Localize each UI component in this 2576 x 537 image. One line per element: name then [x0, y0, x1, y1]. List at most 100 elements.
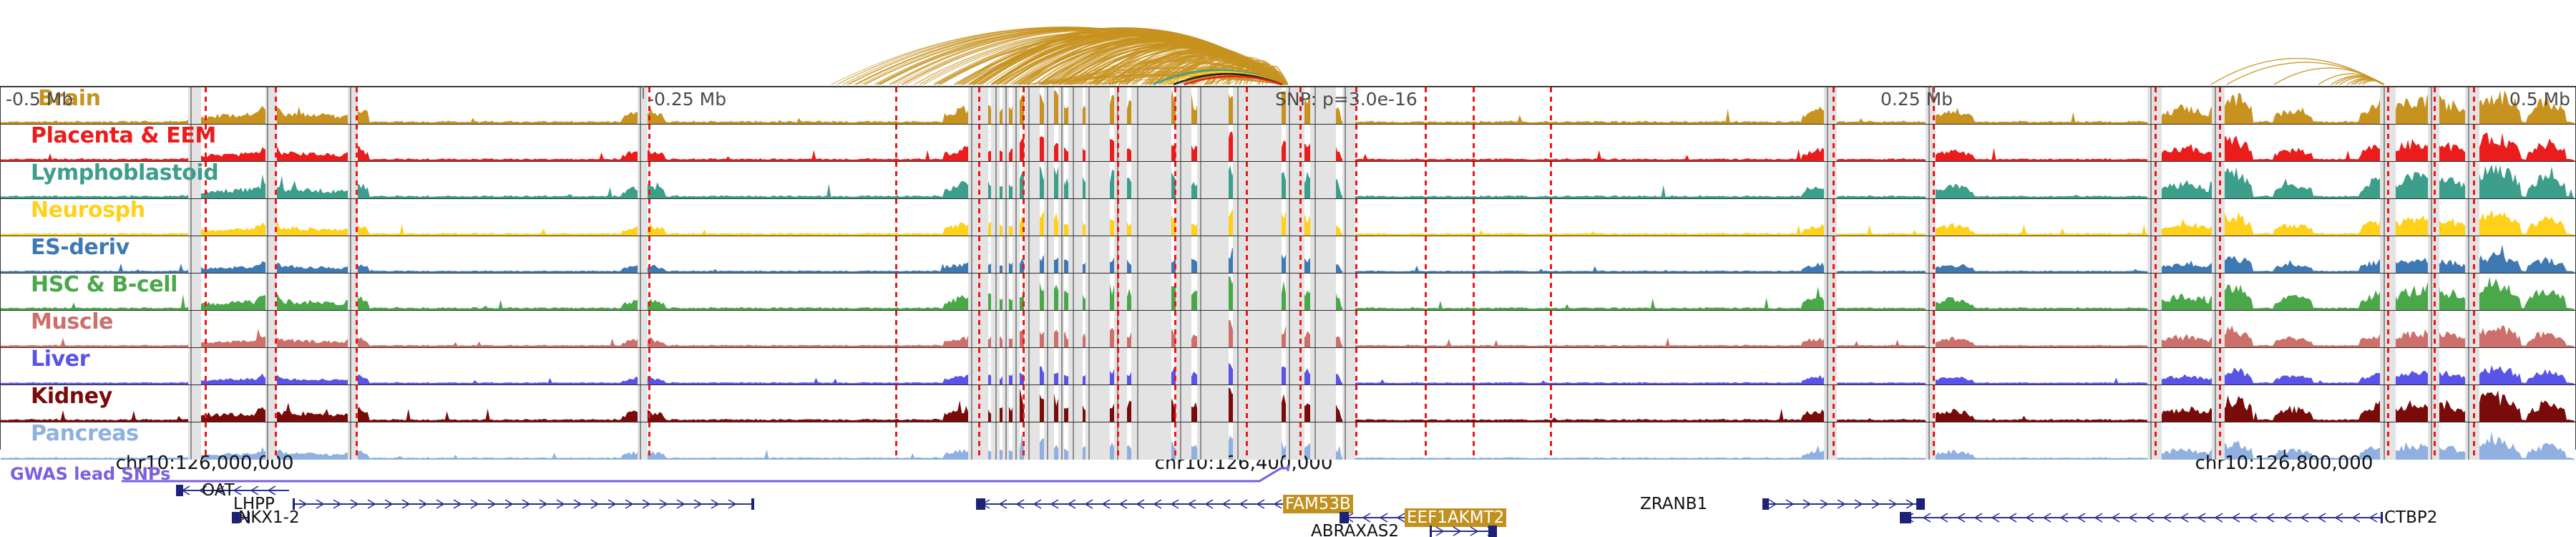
gene-label-fam53b[interactable]: FAM53B [1283, 495, 1353, 513]
gwas-snp-marker-line [205, 125, 207, 161]
gene-exon [976, 498, 985, 510]
grey-guide-line [1180, 236, 1181, 273]
gene-label-eef1akmt2[interactable]: EEF1AKMT2 [1405, 508, 1507, 527]
grey-guide-line [1028, 236, 1030, 273]
gene-exon [1900, 512, 1911, 523]
gene-label-oat[interactable]: OAT [202, 481, 235, 500]
gene-exon [176, 485, 183, 496]
gwas-snp-marker-line [978, 162, 980, 198]
grey-guide-line [1180, 125, 1181, 161]
regulatory-shade-block [1068, 348, 1083, 384]
grey-guide-line [1073, 125, 1074, 161]
grey-guide-line [1200, 87, 1201, 124]
gwas-snp-marker-line [275, 199, 277, 236]
gwas-snp-marker-line [2219, 87, 2221, 124]
grey-guide-line [1345, 199, 1346, 236]
gene-ctbp2[interactable] [1900, 508, 2383, 527]
regulatory-shade-block [1176, 311, 1191, 347]
regulatory-shade-block [1197, 311, 1229, 347]
gene-nkx1-2[interactable] [232, 508, 250, 527]
grey-guide-line [1314, 236, 1316, 273]
regulatory-shade-block [1114, 162, 1127, 198]
gwas-snp-marker-line [978, 385, 980, 422]
grey-guide-line [971, 199, 972, 236]
gwas-snp-marker-line [1117, 348, 1119, 384]
grey-guide-line [640, 385, 641, 422]
regulatory-shade-block [1824, 87, 1837, 124]
grey-guide-line [995, 385, 997, 422]
gene-label-zranb1[interactable]: ZRANB1 [1640, 495, 1708, 513]
regulatory-shade-block [1044, 311, 1054, 347]
gwas-snp-marker-line [1550, 162, 1552, 198]
gene-label-nkx1-2[interactable]: NKX1-2 [238, 508, 300, 527]
gene-row: LHPP FAM53B ZRANB1 [0, 495, 2576, 513]
grey-guide-line [1314, 311, 1316, 347]
gwas-snp-marker-line [2155, 87, 2157, 124]
gwas-snp-marker-line [1246, 422, 1248, 460]
grey-guide-line [350, 162, 351, 198]
grey-guide-line [1200, 162, 1201, 198]
regulatory-shade-block [1114, 236, 1127, 273]
grey-guide-line [1015, 422, 1017, 460]
grey-guide-line [2215, 162, 2216, 198]
gene-label-ctbp2[interactable]: CTBP2 [2384, 508, 2438, 527]
gene-abraxas2[interactable] [1430, 522, 1497, 537]
grey-guide-line [190, 311, 192, 347]
gwas-snp-marker-line [1833, 348, 1835, 384]
grey-guide-line [1345, 422, 1346, 460]
grey-guide-line [1088, 236, 1090, 273]
gwas-snp-marker-line [895, 87, 897, 124]
regulatory-shade-block [2212, 162, 2225, 198]
gwas-snp-marker-line [2473, 236, 2475, 273]
grey-guide-line [1061, 87, 1063, 124]
gene-zranb1[interactable] [1762, 495, 1925, 513]
regulatory-shade-block [265, 348, 277, 384]
grey-guide-line [1180, 348, 1181, 384]
grey-guide-line [1061, 385, 1063, 422]
regulatory-shade-block [1342, 311, 1355, 347]
gwas-snp-marker-line [648, 385, 650, 422]
gene-label-lhpp[interactable]: LHPP [233, 495, 275, 513]
gwas-snp-marker-line [1299, 311, 1302, 347]
gwas-snp-marker-line [1299, 125, 1302, 161]
gwas-snp-marker-line [275, 311, 277, 347]
grey-guide-line [995, 199, 997, 236]
gwas-snp-marker-line [1355, 236, 1357, 273]
gwas-snp-marker-line [1299, 348, 1302, 384]
gwas-snp-marker-line [2473, 274, 2475, 310]
gwas-snp-marker-line [1246, 385, 1248, 422]
gene-lhpp[interactable] [293, 495, 754, 513]
gwas-bracket-path [122, 465, 1291, 483]
gwas-snp-marker-line [205, 274, 207, 310]
regulatory-shade-block [1085, 311, 1110, 347]
chromatin-interaction-arc-panel [0, 0, 2576, 86]
gene-row: ABRAXAS2 [0, 522, 2576, 537]
gwas-snp-marker-line [1299, 385, 1302, 422]
grey-guide-line [1928, 348, 1930, 384]
gene-label-abraxas2[interactable]: ABRAXAS2 [1311, 522, 1400, 537]
grey-guide-line [1028, 125, 1030, 161]
signal-track-neurosph: Neurosph [1, 199, 2575, 236]
gene-oat[interactable] [176, 481, 289, 500]
gwas-snp-marker-line [648, 199, 650, 236]
grey-guide-line [1015, 199, 1017, 236]
grey-guide-line [2150, 236, 2152, 273]
gwas-snp-marker-line [978, 348, 980, 384]
gwas-snp-marker-line [1246, 125, 1248, 161]
grey-guide-line [1180, 311, 1181, 347]
gwas-snp-marker-line [648, 274, 650, 310]
grey-guide-line [2150, 311, 2152, 347]
gwas-snp-marker-line [1425, 199, 1427, 236]
gwas-snp-marker-line [1299, 422, 1302, 460]
grey-guide-line [1047, 422, 1048, 460]
regulatory-shade-block [1114, 348, 1127, 384]
grey-guide-line [1073, 87, 1074, 124]
gwas-snp-marker-line [648, 311, 650, 347]
gwas-snp-marker-line [2387, 87, 2389, 124]
gwas-snp-marker-line [275, 125, 277, 161]
gwas-snp-marker-line [1473, 236, 1475, 273]
grey-guide-line [2384, 87, 2385, 124]
gwas-snp-marker-line [356, 87, 358, 124]
regulatory-shade-block [1024, 311, 1040, 347]
grey-guide-line [1073, 199, 1074, 236]
